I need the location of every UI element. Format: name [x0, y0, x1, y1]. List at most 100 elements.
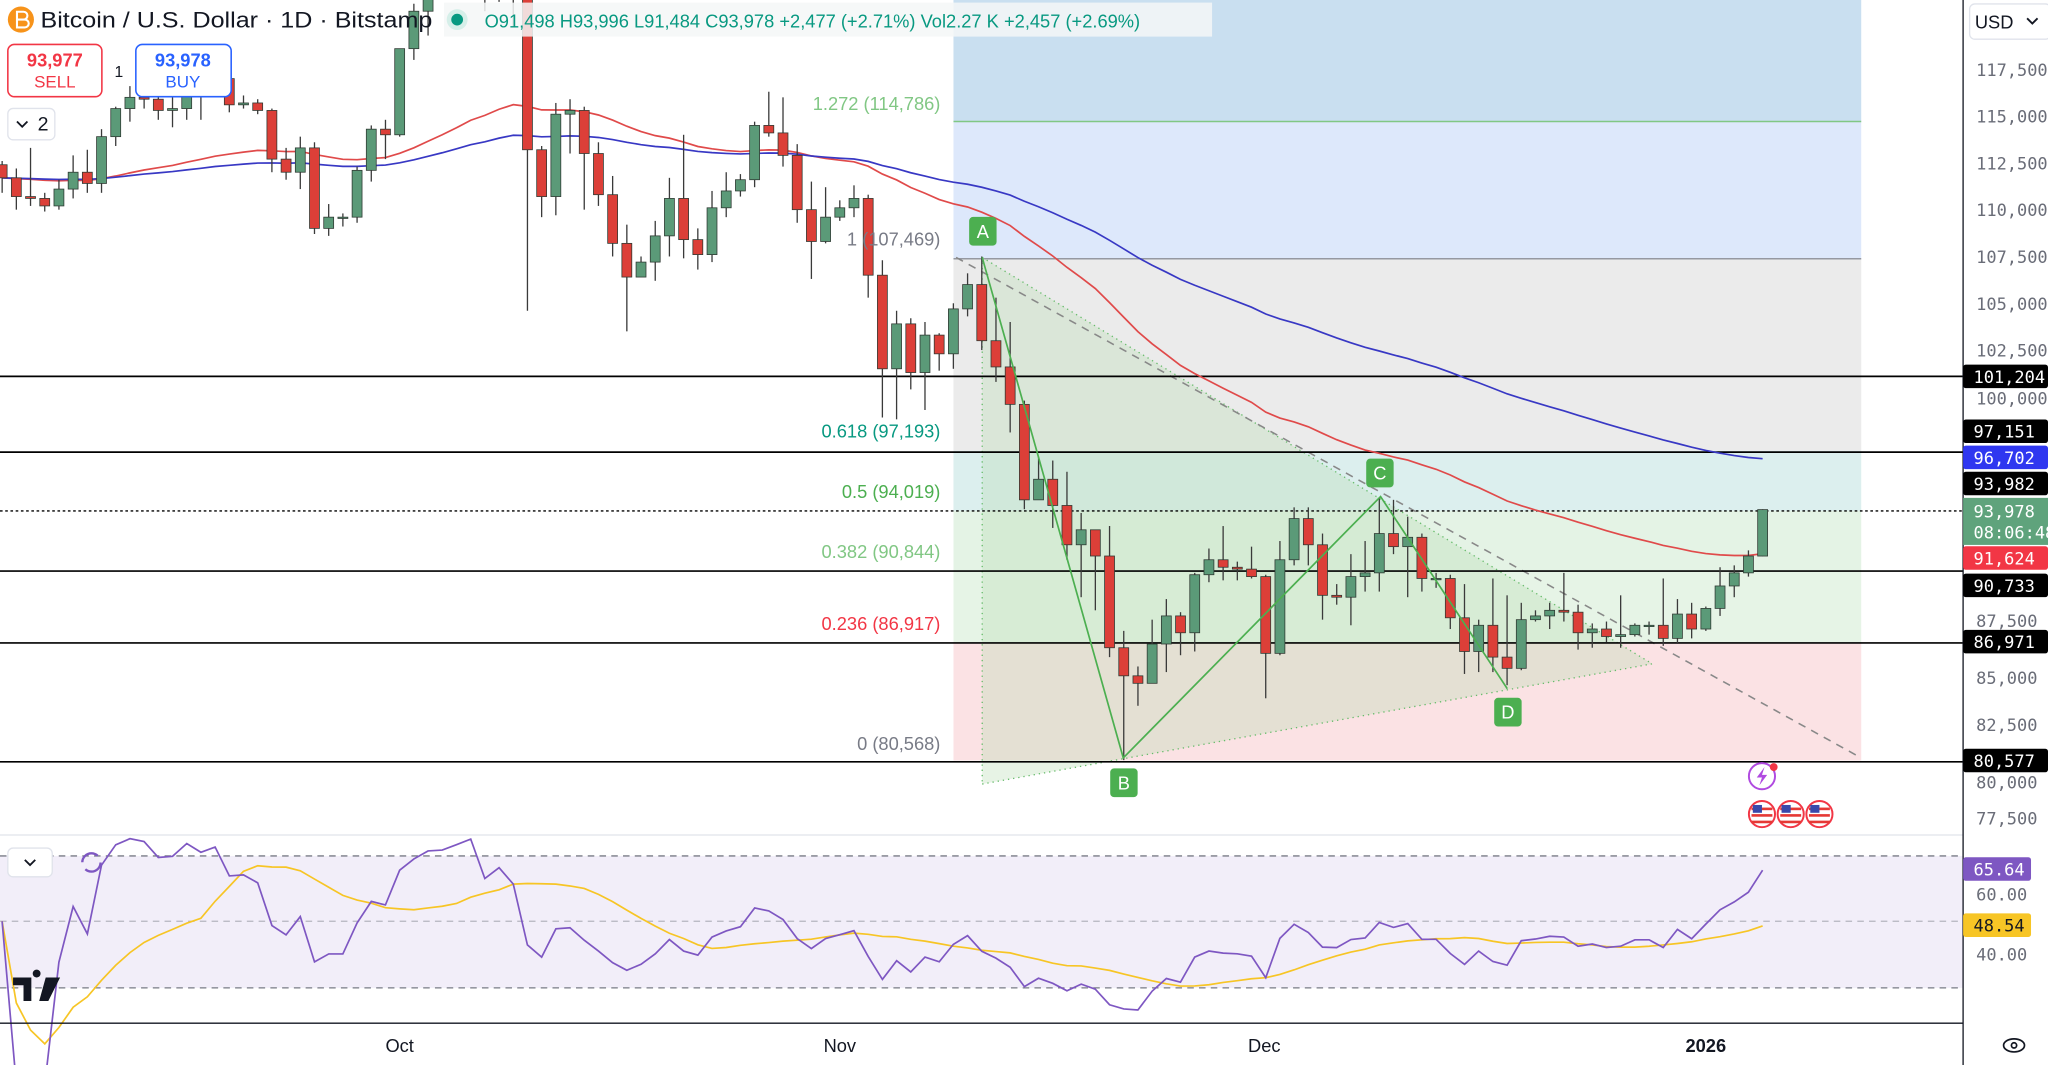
candle	[238, 95, 249, 109]
rsi-ma-value-tag: 48.54	[1963, 913, 2032, 937]
candle-body-down	[777, 132, 789, 156]
candle	[635, 256, 647, 278]
fib-label-0382: 0.382 (90,844)	[822, 541, 941, 562]
chevron-down-icon	[2026, 17, 2039, 25]
sell-button[interactable]: 93,977 SELL	[7, 43, 103, 98]
candle-body-down	[578, 110, 590, 154]
rsi-collapse-button[interactable]	[7, 847, 53, 878]
rsi-ma-line[interactable]	[1, 864, 1763, 1046]
market-open-dot	[451, 13, 464, 26]
candle	[749, 121, 760, 188]
candle	[550, 102, 562, 216]
buy-button[interactable]: 93,978 BUY	[135, 43, 232, 98]
pattern-label-a-text: A	[977, 221, 990, 242]
pattern-label-b[interactable]: B	[1110, 768, 1138, 798]
candle	[1104, 526, 1115, 658]
indicators-collapse-button[interactable]: 2	[7, 107, 56, 141]
candle	[1459, 584, 1470, 674]
symbol-title[interactable]: Bitcoin / U.S. Dollar · 1D · Bitstamp	[40, 7, 432, 32]
candle	[1033, 456, 1044, 501]
candle	[593, 142, 604, 206]
ohlc-open: O91,498	[485, 10, 555, 31]
candle	[1089, 529, 1101, 611]
candle	[1373, 497, 1385, 592]
candle-body-down	[536, 149, 548, 197]
candle-body-down	[10, 177, 22, 197]
rsi-line[interactable]	[1, 837, 1764, 1065]
candle	[1175, 612, 1186, 656]
currency-selector[interactable]: USD	[1968, 3, 2048, 40]
rsi-refresh-icon[interactable]	[81, 852, 102, 873]
price-tick: 117,500	[1976, 61, 2047, 81]
events-icon-group[interactable]	[1747, 762, 1834, 829]
candle-body-up	[294, 147, 306, 173]
price-tag-text: 91,624	[1974, 550, 2035, 570]
pattern-label-d[interactable]: D	[1494, 697, 1522, 727]
candle-body-up	[720, 190, 732, 209]
candle	[1217, 526, 1229, 581]
candle-body-down	[1089, 529, 1101, 557]
candle-body-down	[39, 198, 51, 207]
candle-body-down	[621, 242, 633, 278]
candle	[294, 136, 306, 190]
candle	[877, 260, 888, 418]
candle-body-down	[791, 154, 803, 211]
candle-body-down	[1487, 624, 1499, 658]
fib-label-0236: 0.236 (86,917)	[822, 613, 941, 634]
candle-body-up	[1146, 643, 1158, 684]
candle-body-up	[67, 171, 79, 190]
candle	[422, 0, 434, 36]
candle-body-down	[990, 340, 1002, 368]
candle	[1643, 621, 1655, 635]
tradingview-logo[interactable]	[13, 969, 61, 1001]
rsi-tick-60: 60.00	[1976, 885, 2027, 905]
candle-body-up	[1515, 619, 1527, 669]
candle-body-up	[408, 10, 420, 50]
ohlc-high: H93,996	[560, 10, 629, 31]
candle-body-down	[1246, 568, 1257, 577]
candle	[848, 185, 860, 218]
fib-label-0618: 0.618 (97,193)	[822, 421, 941, 442]
candle	[962, 273, 973, 317]
price-tick: 112,500	[1976, 154, 2047, 174]
candle-body-up	[1643, 624, 1655, 627]
horizontal-levels[interactable]	[0, 375, 1964, 763]
candle-body-up	[834, 207, 846, 218]
pattern-label-d-text: D	[1501, 702, 1514, 723]
candle	[1686, 602, 1698, 639]
candle-body-up	[96, 136, 107, 184]
candles	[0, 0, 1768, 761]
price-tag-text: 101,204	[1974, 368, 2045, 388]
price-tag-text: 93,982	[1974, 475, 2035, 495]
candle	[891, 310, 902, 420]
fib-zone-1-1272	[953, 121, 1862, 259]
candle-body-up	[1189, 574, 1201, 634]
candle-body-down	[0, 164, 8, 179]
candle-body-down	[678, 198, 689, 241]
chart-settings-icon[interactable]	[2002, 1038, 2026, 1053]
candle	[919, 321, 931, 410]
candle	[1075, 512, 1087, 598]
candle	[25, 147, 36, 206]
pattern-label-a[interactable]: A	[969, 216, 997, 246]
fib-label-1272: 1.272 (114,786)	[813, 93, 941, 114]
candle	[536, 146, 548, 218]
candle	[1728, 565, 1740, 598]
candle	[706, 190, 718, 263]
price-tag-background	[1963, 748, 2048, 773]
candle	[1132, 666, 1144, 706]
price-tick: 100,000	[1976, 390, 2047, 410]
time-axis[interactable]: Oct Nov Dec 2026	[385, 1035, 1726, 1056]
candle-body-down	[976, 284, 988, 342]
buy-label: BUY	[165, 73, 200, 92]
candle-body-down	[1104, 555, 1115, 649]
fib-retracement[interactable]	[953, 0, 1862, 761]
candle	[1061, 471, 1073, 560]
candle	[1189, 572, 1201, 652]
price-tag-background	[1963, 445, 2048, 470]
pattern-label-c[interactable]: C	[1366, 458, 1394, 488]
candle-body-up	[1629, 624, 1641, 636]
abcd-zigzag-line[interactable]	[981, 257, 1508, 760]
candle	[1515, 602, 1527, 671]
